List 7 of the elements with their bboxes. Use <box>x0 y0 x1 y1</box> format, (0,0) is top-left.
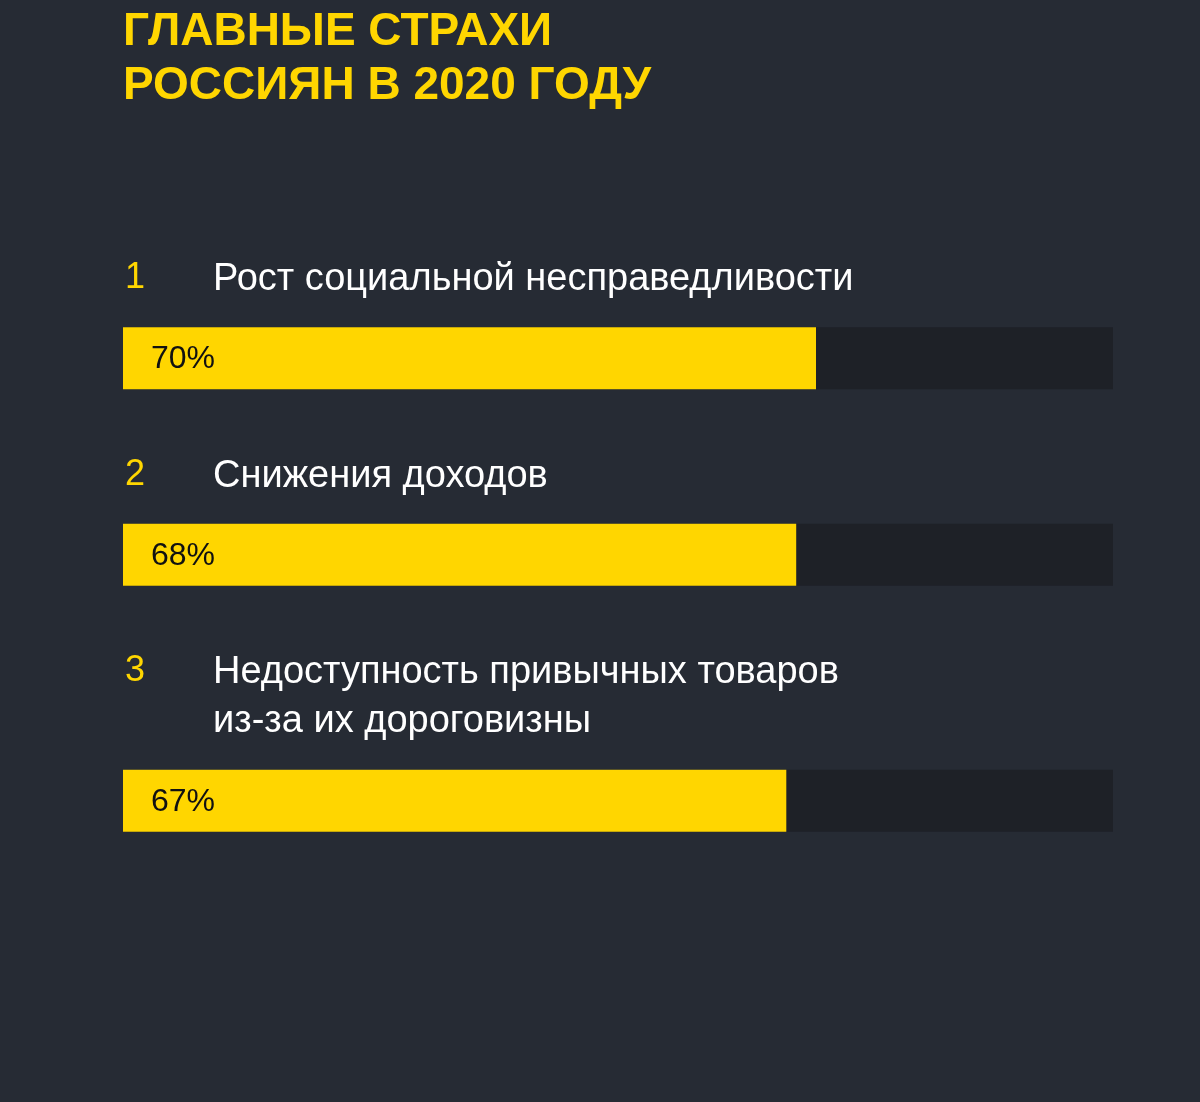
category-label: 3 Недоступность привычных товаров из-за их дороговизны <box>125 648 839 741</box>
category-label: 2 Снижения доходов <box>125 451 548 495</box>
category-label: 1 Рост социальной несправедливости <box>125 254 854 298</box>
chart-title: ГЛАВНЫЕ СТРАХИ РОССИЯН В 2020 ГОДУ <box>123 3 653 109</box>
data-label: 70% <box>151 339 216 376</box>
data-label: 68% <box>151 535 216 572</box>
data-label: 67% <box>151 781 216 818</box>
